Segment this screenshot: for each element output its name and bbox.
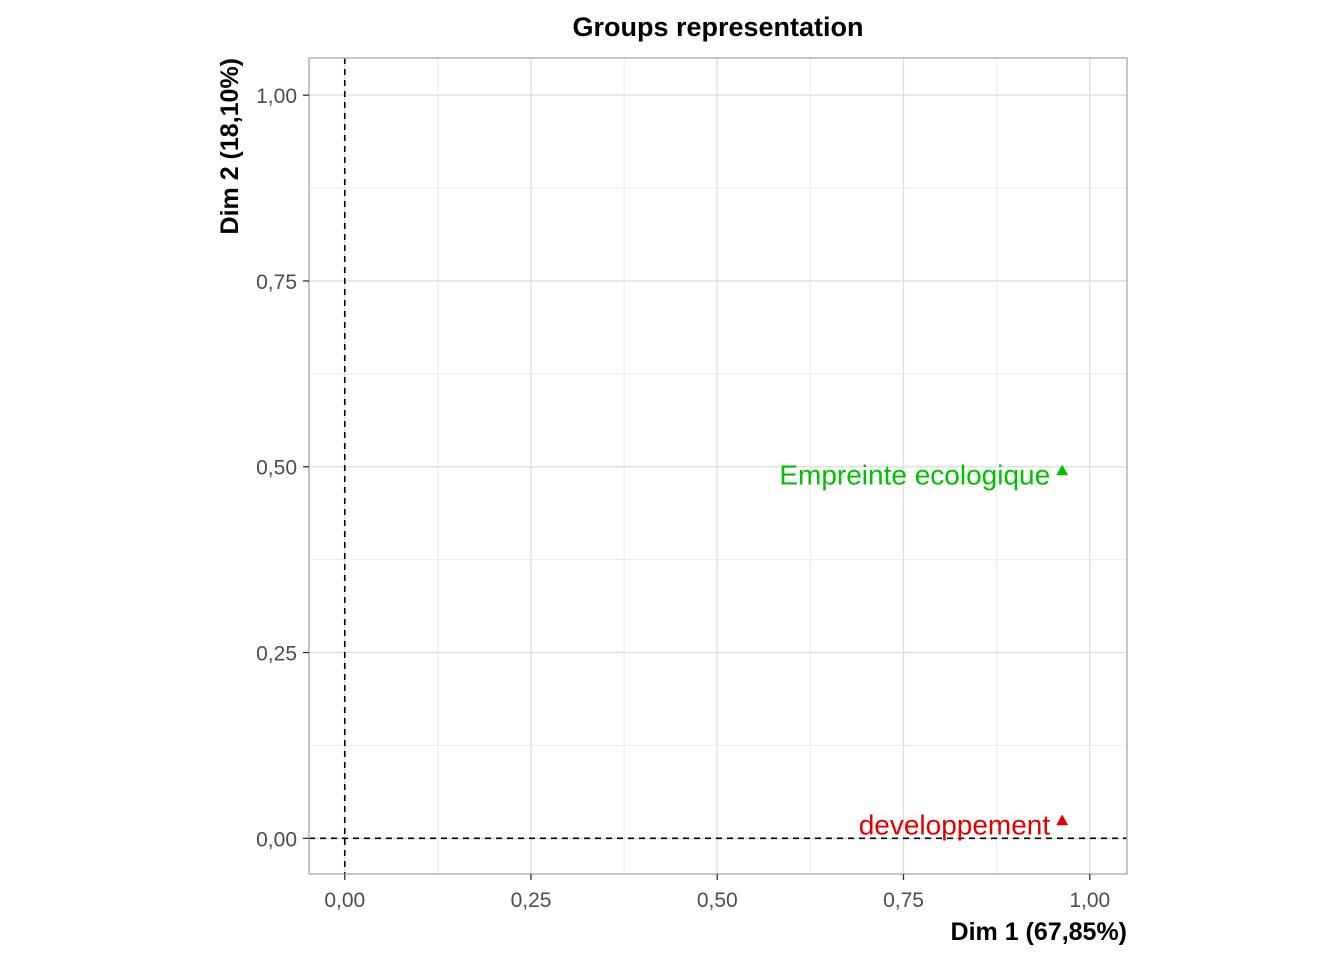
y-axis-title: Dim 2 (18,10%) [216,58,244,234]
panel-border [308,57,1128,875]
point-label: developpement [859,809,1051,840]
y-tick-label: 0,00 [256,828,297,851]
point-marker [1056,814,1069,826]
x-axis-title: Dim 1 (67,85%) [951,918,1127,946]
point-label: Empreinte ecologique [779,459,1050,490]
chart-title: Groups representation [572,12,863,42]
x-tick-label: 1,00 [1069,889,1110,912]
x-tick-label: 0,00 [324,889,365,912]
x-tick-label: 0,25 [511,889,552,912]
tick-layer: 0,00 0,25 0,50 0,75 1,00 0,00 0,25 0,50 0,75 1,00 [256,85,1110,912]
y-tick-label: 1,00 [256,85,297,108]
point-marker [1056,464,1069,476]
y-tick-label: 0,25 [256,643,297,666]
y-tick-label: 0,50 [256,457,297,480]
x-tick-label: 0,50 [697,889,738,912]
y-tick-label: 0,75 [256,271,297,294]
point-layer: Empreinte ecologique developpement [779,459,1069,840]
x-tick-label: 0,75 [883,889,924,912]
reference-lines [309,58,1127,874]
